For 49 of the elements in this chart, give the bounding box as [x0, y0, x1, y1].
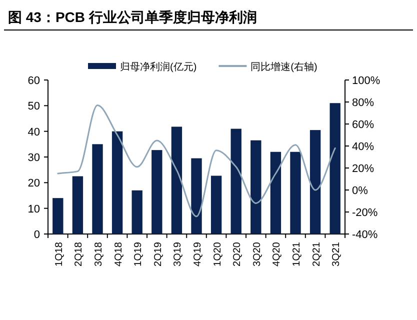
x-tick-label: 1Q20: [212, 242, 224, 266]
y-tick-label: 40: [28, 126, 40, 138]
y-tick-label: 30: [28, 152, 40, 164]
y2-tick-label: -20%: [352, 207, 378, 219]
bar: [171, 126, 182, 234]
x-tick-label: 3Q20: [252, 242, 263, 266]
bar: [270, 152, 282, 234]
bar: [250, 140, 262, 234]
y-tick-label: 60: [28, 75, 40, 87]
bar: [152, 150, 162, 234]
x-tick-label: 4Q20: [272, 242, 283, 266]
bar: [132, 190, 142, 234]
bar: [52, 198, 64, 234]
bar: [290, 152, 301, 234]
bar: [92, 144, 103, 234]
bar: [191, 158, 202, 234]
y2-tick-label: 80%: [352, 97, 374, 109]
y-tick-label: 0: [34, 229, 40, 241]
y2-tick-label: 60%: [352, 119, 374, 131]
y-tick-label: 20: [28, 178, 40, 190]
bar: [72, 176, 84, 234]
x-tick-label: 3Q21: [331, 242, 342, 266]
x-tick-label: 2Q18: [74, 242, 85, 266]
y2-tick-label: -40%: [352, 229, 378, 241]
y2-tick-label: 20%: [352, 163, 374, 175]
line-series: [57, 104, 336, 218]
x-tick-label: 2Q19: [152, 242, 164, 266]
bar: [112, 131, 123, 234]
bar: [210, 176, 222, 234]
x-tick-label: 2Q21: [311, 242, 322, 266]
bar: [330, 103, 340, 234]
legend-label: 归母净利润(亿元): [120, 61, 197, 73]
x-tick-label: 4Q18: [113, 242, 124, 266]
chart-title: 图 43：PCB 行业公司单季度归母净利润: [8, 9, 257, 25]
y2-tick-label: 0%: [352, 185, 368, 197]
y2-tick-label: 40%: [352, 141, 374, 153]
legend-label: 同比增速(右轴): [250, 61, 318, 73]
x-tick-label: 1Q21: [292, 242, 302, 266]
y2-tick-label: 100%: [352, 75, 380, 87]
bar: [310, 130, 321, 234]
x-tick-label: 1Q18: [54, 242, 65, 266]
x-tick-label: 1Q19: [133, 242, 144, 266]
y-tick-label: 10: [28, 203, 40, 216]
x-tick-label: 3Q18: [94, 242, 104, 266]
x-tick-label: 4Q19: [192, 242, 204, 266]
x-tick-label: 3Q19: [172, 242, 184, 266]
x-tick-label: 2Q20: [232, 242, 244, 266]
bar: [230, 128, 242, 234]
y-tick-label: 50: [28, 100, 40, 113]
